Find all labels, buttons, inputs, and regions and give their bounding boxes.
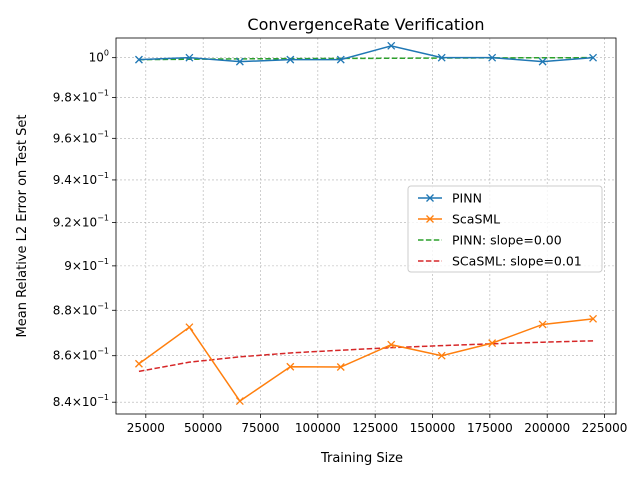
legend-label: ScaSML <box>452 212 500 227</box>
marker-stroke <box>437 351 446 360</box>
y-tick-label: 9×10−1 <box>64 257 109 273</box>
series-line-scasml-slope-0-01 <box>138 340 594 373</box>
y-tick-label: 8.6×10−1 <box>53 347 109 363</box>
marker-stroke <box>235 57 244 66</box>
marker-stroke <box>134 359 143 368</box>
x-axis-ticks: 25000 50000 75000 100000 125000 150000 175000 2… <box>127 414 628 435</box>
y-axis-label: Mean Relative L2 Error on Test Set <box>15 115 30 338</box>
x-tick-label: 125000 <box>352 421 398 435</box>
data-point-scasml <box>387 340 396 349</box>
data-point-pinn <box>488 53 497 62</box>
data-point-scasml <box>538 320 547 329</box>
marker-stroke <box>185 53 194 62</box>
series-line-scasml <box>138 318 594 403</box>
x-tick-label: 75000 <box>241 421 279 435</box>
data-point-pinn <box>286 55 295 64</box>
marker-stroke <box>336 55 345 64</box>
marker-stroke <box>589 53 598 62</box>
y-tick-label: 9.2×10−1 <box>53 213 109 229</box>
legend-label: SCaSML: slope=0.01 <box>452 254 582 269</box>
grid <box>116 38 616 414</box>
data-point-scasml <box>437 351 446 360</box>
x-tick-label: 175000 <box>467 421 513 435</box>
x-tick-label: 225000 <box>582 421 628 435</box>
data-point-pinn <box>538 57 547 66</box>
x-tick-label: 150000 <box>410 421 456 435</box>
data-point-scasml <box>488 339 497 348</box>
y-tick-label: 8.4×10−1 <box>53 393 109 409</box>
y-tick-label: 9.4×10−1 <box>53 171 109 187</box>
marker-stroke <box>387 340 396 349</box>
y-tick-label: 8.8×10−1 <box>53 301 109 317</box>
chart-title: ConvergenceRate Verification <box>247 15 484 34</box>
marker-stroke <box>589 314 598 323</box>
data-point-scasml <box>286 362 295 371</box>
data-point-scasml <box>589 314 598 323</box>
marker-stroke <box>235 397 244 405</box>
data-point-scasml <box>134 359 143 368</box>
marker-stroke <box>286 362 295 371</box>
marker-stroke <box>538 320 547 329</box>
legend-label: PINN <box>452 191 482 206</box>
x-tick-label: 50000 <box>184 421 222 435</box>
marker-stroke <box>387 41 396 50</box>
data-point-pinn <box>589 53 598 62</box>
data-point-scasml <box>235 397 244 405</box>
x-axis-label: Training Size <box>320 451 403 466</box>
marker-stroke <box>538 57 547 66</box>
data-point-pinn <box>185 53 194 62</box>
marker-stroke <box>185 323 194 332</box>
legend-label: PINN: slope=0.00 <box>452 233 562 248</box>
data-point-pinn <box>387 41 396 50</box>
marker-stroke <box>336 363 345 371</box>
legend-frame <box>407 185 603 273</box>
marker-stroke <box>437 53 446 62</box>
y-tick-label: 100 <box>89 49 109 65</box>
marker-stroke <box>286 55 295 64</box>
marker-stroke <box>488 339 497 348</box>
legend-marker <box>426 194 434 202</box>
data-point-pinn <box>134 55 143 64</box>
marker-stroke <box>134 55 143 64</box>
legend-marker <box>426 215 434 223</box>
x-tick-label: 100000 <box>295 421 341 435</box>
axes-frame <box>115 37 617 415</box>
data-point-scasml <box>185 323 194 332</box>
data-point-pinn <box>437 53 446 62</box>
series-group <box>134 41 598 405</box>
x-tick-label: 200000 <box>524 421 570 435</box>
legend: PINN ScaSML PINN: slope=0.00 SCaSML: slope=… <box>407 185 603 273</box>
y-axis-ticks: 8.4×10−1 8.6×10−1 8.8×10−1 9×10−1 9.2×10−1 9.… <box>53 49 116 409</box>
series-line-pinn <box>138 45 594 63</box>
data-point-scasml <box>336 363 345 371</box>
data-point-pinn <box>336 55 345 64</box>
data-point-pinn <box>235 57 244 66</box>
x-tick-label: 25000 <box>127 421 165 435</box>
y-tick-label: 9.6×10−1 <box>53 129 109 145</box>
y-tick-label: 9.8×10−1 <box>53 89 109 105</box>
marker-stroke <box>488 53 497 62</box>
